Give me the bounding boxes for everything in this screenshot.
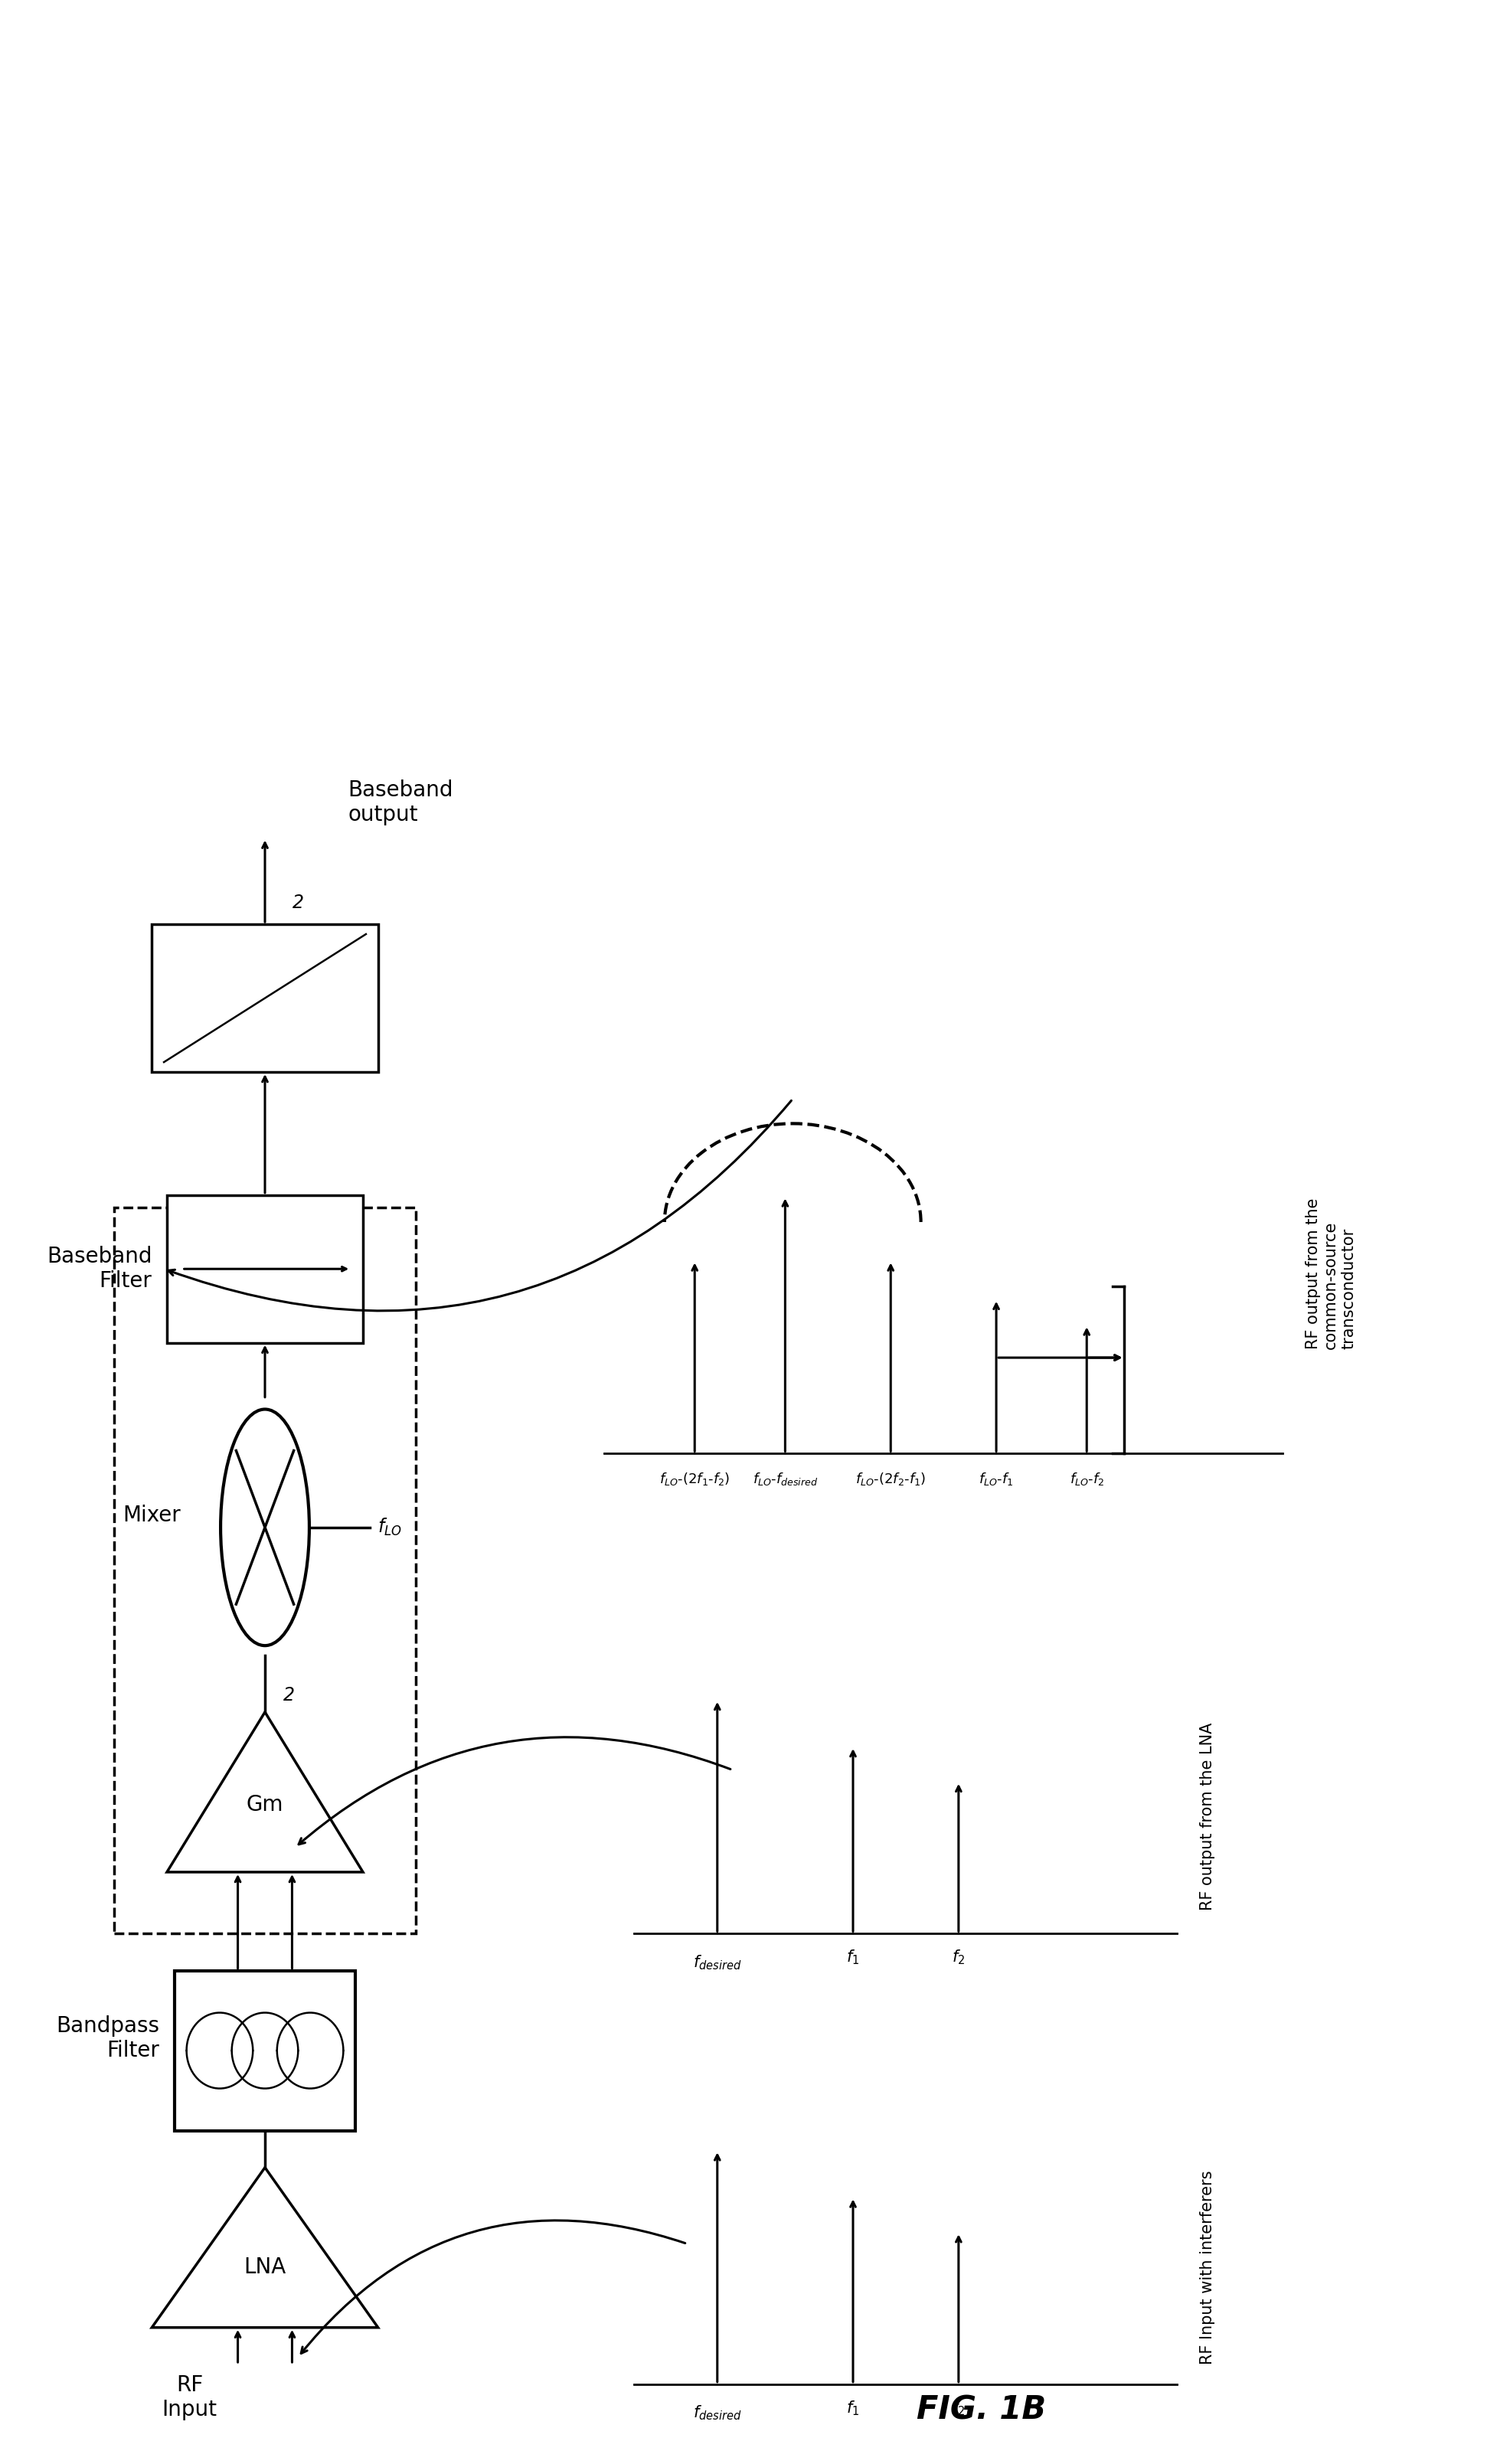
Text: $f_2$: $f_2$ xyxy=(951,1949,965,1966)
Text: $f_{LO}$: $f_{LO}$ xyxy=(378,1518,402,1538)
Text: $f_{desired}$: $f_{desired}$ xyxy=(693,1954,741,1971)
Bar xyxy=(153,924,378,1072)
Text: RF output from the
common-source
transconductor: RF output from the common-source transco… xyxy=(1305,1198,1356,1350)
Text: LNA: LNA xyxy=(243,2257,285,2277)
FancyArrowPatch shape xyxy=(299,1737,731,1846)
Text: Mixer: Mixer xyxy=(122,1506,181,1525)
Bar xyxy=(175,1971,355,2131)
Text: FIG. 1B: FIG. 1B xyxy=(917,2395,1046,2427)
Text: Baseband
Filter: Baseband Filter xyxy=(47,1247,153,1291)
Text: $f_{LO}$-$(2f_1$-$f_2)$: $f_{LO}$-$(2f_1$-$f_2)$ xyxy=(660,1471,729,1486)
FancyArrowPatch shape xyxy=(300,2220,686,2353)
Text: Baseband
output: Baseband output xyxy=(347,779,453,825)
Text: 2: 2 xyxy=(291,894,304,912)
Text: RF output from the LNA: RF output from the LNA xyxy=(1200,1722,1216,1910)
Text: $f_2$: $f_2$ xyxy=(951,2400,965,2417)
Text: $f_{LO}$-$f_2$: $f_{LO}$-$f_2$ xyxy=(1069,1471,1104,1486)
Text: $f_1$: $f_1$ xyxy=(847,1949,859,1966)
Text: RF
Input: RF Input xyxy=(162,2375,217,2420)
Text: Gm: Gm xyxy=(246,1794,284,1816)
Text: $f_{LO}$-$f_1$: $f_{LO}$-$f_1$ xyxy=(978,1471,1013,1486)
Bar xyxy=(115,1207,415,1934)
Text: 2: 2 xyxy=(282,1685,294,1705)
Text: RF Input with interferers: RF Input with interferers xyxy=(1200,2171,1216,2365)
Text: Bandpass
Filter: Bandpass Filter xyxy=(56,2016,160,2062)
Bar xyxy=(168,1195,362,1343)
Text: $f_{LO}$-$(2f_2$-$f_1)$: $f_{LO}$-$(2f_2$-$f_1)$ xyxy=(855,1471,926,1486)
FancyArrowPatch shape xyxy=(169,1101,791,1311)
Text: $f_{LO}$-$f_{desired}$: $f_{LO}$-$f_{desired}$ xyxy=(752,1471,818,1486)
Text: $f_{desired}$: $f_{desired}$ xyxy=(693,2405,741,2422)
Text: $f_1$: $f_1$ xyxy=(847,2400,859,2417)
